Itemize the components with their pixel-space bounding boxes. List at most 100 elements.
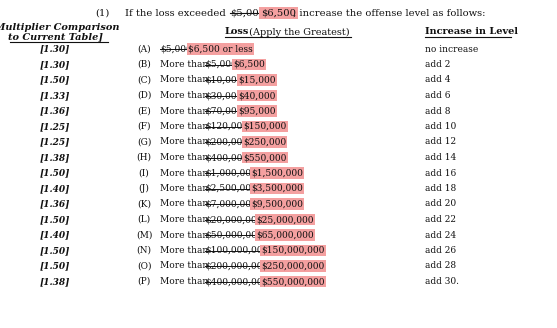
Text: $250,000,000: $250,000,000	[261, 261, 324, 271]
Text: More than: More than	[160, 91, 211, 100]
Text: add 14: add 14	[425, 153, 456, 162]
Text: add 10: add 10	[425, 122, 456, 131]
Text: [1.50]: [1.50]	[40, 261, 70, 271]
Text: [1.38]: [1.38]	[40, 277, 70, 286]
Text: add 18: add 18	[425, 184, 456, 193]
Text: More than: More than	[160, 60, 211, 69]
Text: (N): (N)	[136, 246, 152, 255]
Text: (B): (B)	[137, 60, 151, 69]
Text: More than: More than	[160, 277, 211, 286]
Text: More than: More than	[160, 184, 211, 193]
Text: [1.30]: [1.30]	[40, 45, 70, 53]
Text: add 12: add 12	[425, 137, 456, 147]
Text: $5,000: $5,000	[160, 45, 192, 53]
Text: (C): (C)	[137, 75, 151, 85]
Text: $6,500: $6,500	[233, 60, 265, 69]
Text: $400,000,000: $400,000,000	[205, 277, 268, 286]
Text: More than: More than	[160, 231, 211, 239]
Text: $200,000: $200,000	[205, 137, 248, 147]
Text: $120,000: $120,000	[205, 122, 248, 131]
Text: add 16: add 16	[425, 169, 456, 177]
Text: [1.30]: [1.30]	[40, 60, 70, 69]
Text: add 24: add 24	[425, 231, 456, 239]
Text: $65,000,000: $65,000,000	[256, 231, 314, 239]
Text: add 6: add 6	[425, 91, 451, 100]
Text: (K): (K)	[137, 199, 151, 209]
Text: [1.25]: [1.25]	[40, 122, 70, 131]
Text: [1.40]: [1.40]	[40, 231, 70, 239]
Text: $1,000,000: $1,000,000	[205, 169, 257, 177]
Text: (G): (G)	[137, 137, 151, 147]
Text: More than: More than	[160, 153, 211, 162]
Text: (A): (A)	[137, 45, 151, 53]
Text: $250,000: $250,000	[243, 137, 286, 147]
Text: Loss: Loss	[225, 28, 250, 36]
Text: More than: More than	[160, 122, 211, 131]
Text: More than: More than	[160, 107, 211, 115]
Text: (P): (P)	[138, 277, 150, 286]
Text: [Multiplier Comparison: [Multiplier Comparison	[0, 24, 120, 32]
Text: (L): (L)	[138, 215, 150, 224]
Text: If the loss exceeded: If the loss exceeded	[125, 9, 229, 17]
Text: to Current Table]: to Current Table]	[7, 32, 102, 42]
Text: $400,000: $400,000	[205, 153, 248, 162]
Text: [1.33]: [1.33]	[40, 91, 70, 100]
Text: $6,500 or less: $6,500 or less	[188, 45, 253, 53]
Text: More than: More than	[160, 169, 211, 177]
Text: $3,500,000: $3,500,000	[251, 184, 303, 193]
Text: $70,000: $70,000	[205, 107, 242, 115]
Text: [1.36]: [1.36]	[40, 199, 70, 209]
Text: More than: More than	[160, 75, 211, 85]
Text: More than: More than	[160, 261, 211, 271]
Text: add 2: add 2	[425, 60, 451, 69]
Text: $15,000: $15,000	[238, 75, 276, 85]
Text: [1.38]: [1.38]	[40, 153, 70, 162]
Text: add 4: add 4	[425, 75, 451, 85]
Text: [1.36]: [1.36]	[40, 107, 70, 115]
Text: add 8: add 8	[425, 107, 451, 115]
Text: $30,000: $30,000	[205, 91, 242, 100]
Text: (J): (J)	[139, 184, 149, 193]
Text: (O): (O)	[137, 261, 152, 271]
Text: [1.50]: [1.50]	[40, 75, 70, 85]
Text: $5,000: $5,000	[205, 60, 237, 69]
Text: [1.50]: [1.50]	[40, 169, 70, 177]
Text: Increase in Level: Increase in Level	[425, 28, 518, 36]
Text: $200,000,000: $200,000,000	[205, 261, 268, 271]
Text: $150,000,000: $150,000,000	[261, 246, 324, 255]
Text: (M): (M)	[136, 231, 152, 239]
Text: [1.25]: [1.25]	[40, 137, 70, 147]
Text: $9,500,000: $9,500,000	[251, 199, 303, 209]
Text: , increase the offense level as follows:: , increase the offense level as follows:	[294, 9, 486, 17]
Text: $5,000: $5,000	[230, 9, 265, 17]
Text: add 22: add 22	[425, 215, 456, 224]
Text: [1.40]: [1.40]	[40, 184, 70, 193]
Text: (D): (D)	[137, 91, 151, 100]
Text: add 30.: add 30.	[425, 277, 459, 286]
Text: [1.50]: [1.50]	[40, 246, 70, 255]
Text: no increase: no increase	[425, 45, 478, 53]
Text: $550,000: $550,000	[243, 153, 286, 162]
Text: More than: More than	[160, 246, 211, 255]
Text: (E): (E)	[137, 107, 151, 115]
Text: add 20: add 20	[425, 199, 456, 209]
Text: $40,000: $40,000	[238, 91, 275, 100]
Text: $20,000,000: $20,000,000	[205, 215, 262, 224]
Text: $10,000: $10,000	[205, 75, 242, 85]
Text: (H): (H)	[136, 153, 152, 162]
Text: More than: More than	[160, 199, 211, 209]
Text: $150,000: $150,000	[243, 122, 286, 131]
Text: add 26: add 26	[425, 246, 456, 255]
Text: $50,000,000: $50,000,000	[205, 231, 262, 239]
Text: $95,000: $95,000	[238, 107, 276, 115]
Text: (I): (I)	[139, 169, 149, 177]
Text: $1,500,000: $1,500,000	[251, 169, 303, 177]
Text: $6,500: $6,500	[261, 9, 296, 17]
Text: (1): (1)	[95, 9, 109, 17]
Text: (Apply the Greatest): (Apply the Greatest)	[246, 28, 350, 36]
Text: More than: More than	[160, 137, 211, 147]
Text: $25,000,000: $25,000,000	[256, 215, 314, 224]
Text: $7,000,000: $7,000,000	[205, 199, 257, 209]
Text: $2,500,000: $2,500,000	[205, 184, 257, 193]
Text: (F): (F)	[137, 122, 151, 131]
